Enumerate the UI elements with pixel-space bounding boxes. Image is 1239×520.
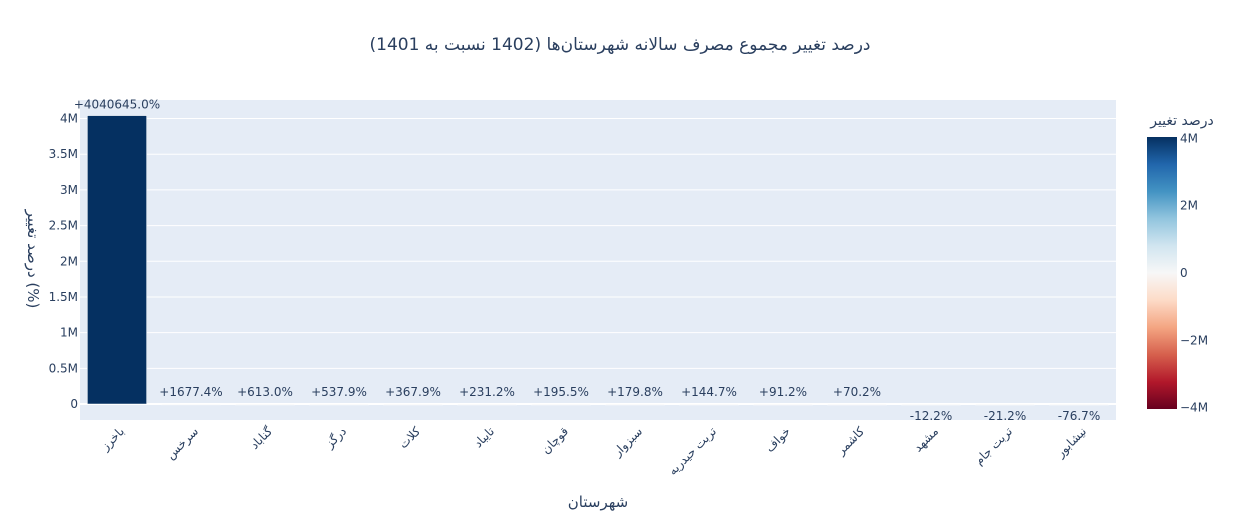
bar-value-label: +144.7% bbox=[681, 385, 737, 399]
bar bbox=[383, 403, 443, 406]
bar bbox=[161, 403, 221, 406]
colorbar-tick-label: 0 bbox=[1180, 266, 1188, 280]
bar-value-label: +4040645.0% bbox=[74, 98, 160, 112]
x-tick-label: درگز bbox=[322, 424, 350, 452]
bar-value-label: +231.2% bbox=[459, 385, 515, 399]
y-tick-label: 3M bbox=[60, 183, 78, 197]
bar bbox=[975, 403, 1035, 406]
bar bbox=[309, 403, 369, 406]
colorbar-tick-label: 2M bbox=[1180, 199, 1198, 213]
y-axis-title: درصد تغییر (%) bbox=[24, 209, 42, 309]
bar bbox=[753, 403, 813, 406]
bar-value-label: +537.9% bbox=[311, 385, 367, 399]
bars bbox=[87, 115, 1109, 406]
bar bbox=[827, 403, 887, 406]
x-tick-label: سبزوار bbox=[610, 424, 646, 460]
x-tick-label: مشهد bbox=[911, 424, 941, 454]
bar-labels: +4040645.0% +1677.4% +613.0% +537.9% +367.9%… bbox=[74, 98, 1100, 423]
bar bbox=[87, 115, 147, 405]
chart-title: درصد تغییر مجموع مصرف سالانه شهرستان‌ها … bbox=[369, 35, 870, 55]
x-tick-label: نیشابور bbox=[1053, 424, 1090, 461]
bar bbox=[531, 403, 591, 406]
x-tick-label: باخرز bbox=[98, 424, 128, 454]
x-tick-label: خواف bbox=[762, 424, 793, 455]
bar-value-label: +613.0% bbox=[237, 385, 293, 399]
bar-value-label: -12.2% bbox=[910, 409, 952, 423]
bar bbox=[901, 403, 961, 406]
bar bbox=[1049, 403, 1109, 406]
bar bbox=[679, 403, 739, 406]
bar-value-label: +70.2% bbox=[833, 385, 881, 399]
y-tick-label: 4M bbox=[60, 112, 78, 126]
bar-value-label: +195.5% bbox=[533, 385, 589, 399]
x-tick-label: تربت جام bbox=[972, 424, 1016, 468]
x-tick-label: تربت حیدریه bbox=[666, 424, 720, 478]
bar-value-label: +91.2% bbox=[759, 385, 807, 399]
colorbar-gradient bbox=[1147, 137, 1177, 409]
bar bbox=[457, 403, 517, 406]
colorbar-ticks: 4M 2M 0 −2M −4M bbox=[1180, 131, 1208, 414]
colorbar-tick-label: −4M bbox=[1180, 401, 1208, 415]
x-tick-label: قوچان bbox=[539, 424, 572, 457]
bar-value-label: -21.2% bbox=[984, 409, 1026, 423]
bar-value-label: +179.8% bbox=[607, 385, 663, 399]
bar-value-label: +1677.4% bbox=[159, 385, 222, 399]
bar bbox=[605, 403, 665, 406]
x-tick-label: گناباد bbox=[247, 424, 275, 452]
bar-value-label: +367.9% bbox=[385, 385, 441, 399]
y-tick-label: 2M bbox=[60, 254, 78, 268]
colorbar-tick-label: −2M bbox=[1180, 333, 1208, 347]
y-axis-ticks: 0 0.5M 1M 1.5M 2M 2.5M 3M 3.5M 4M bbox=[49, 112, 78, 412]
colorbar-title: درصد تغییر bbox=[1149, 113, 1214, 129]
colorbar-tick-label: 4M bbox=[1180, 131, 1198, 145]
plot-background bbox=[80, 100, 1116, 420]
y-tick-label: 1M bbox=[60, 326, 78, 340]
colorbar: درصد تغییر 4M 2M 0 −2M −4M bbox=[1147, 113, 1214, 415]
x-tick-label: کاشمر bbox=[833, 424, 868, 459]
y-tick-label: 2.5M bbox=[49, 219, 78, 233]
y-tick-label: 0 bbox=[70, 397, 78, 411]
x-tick-label: کلات bbox=[396, 424, 423, 451]
y-tick-label: 0.5M bbox=[49, 361, 78, 375]
x-axis-title: شهرستان bbox=[568, 493, 628, 511]
bar bbox=[235, 403, 295, 406]
bar-value-label: -76.7% bbox=[1058, 409, 1100, 423]
y-tick-label: 3.5M bbox=[49, 147, 78, 161]
x-axis-ticks: باخرز سرخس گناباد درگز کلات تایباد قوچان سبزوار… bbox=[98, 424, 1090, 479]
x-tick-label: تایباد bbox=[471, 424, 497, 450]
y-tick-label: 1.5M bbox=[49, 290, 78, 304]
x-tick-label: سرخس bbox=[163, 424, 201, 462]
